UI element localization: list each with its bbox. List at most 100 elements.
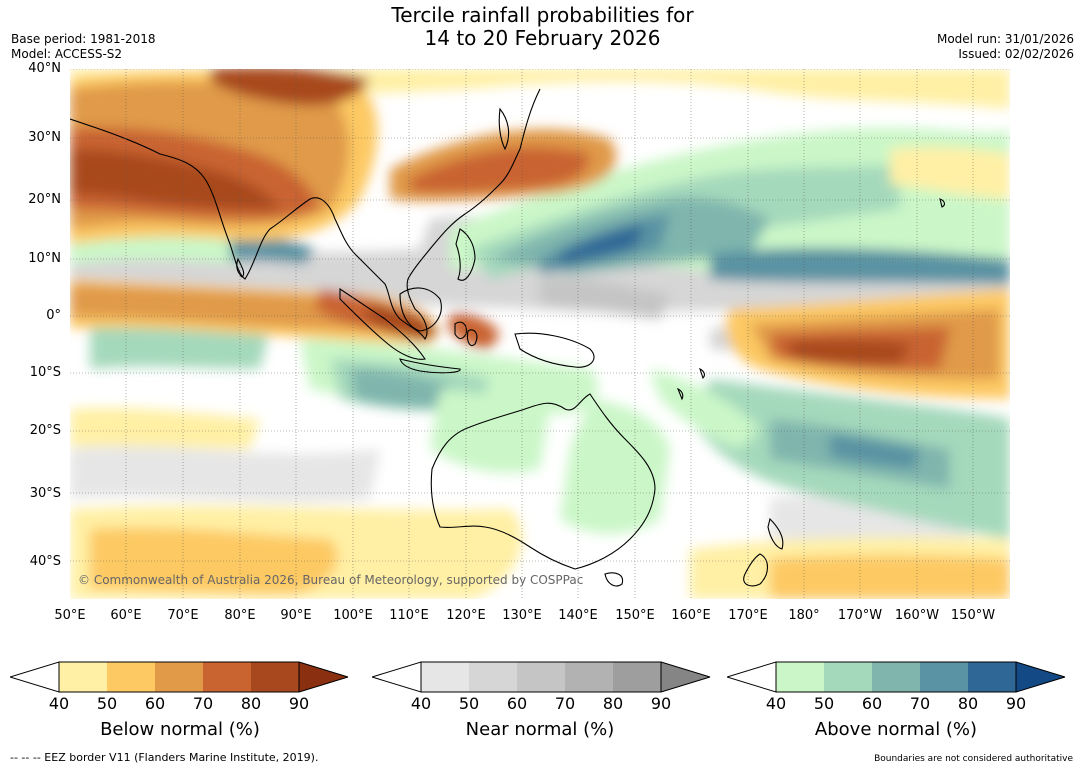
below-arrow-right	[299, 662, 348, 692]
above-swatch-70	[920, 662, 968, 692]
lat-label-30n: 30°N	[28, 130, 61, 145]
near-tick-60: 60	[506, 694, 528, 713]
above-tick-90: 90	[1005, 694, 1027, 713]
near-swatch-60	[517, 662, 565, 692]
near-normal-colorbar	[372, 661, 711, 693]
asia-coastline	[70, 88, 541, 341]
lon-label-160e: 160°E	[671, 608, 711, 623]
above-tick-60: 60	[861, 694, 883, 713]
below-tick-50: 50	[96, 694, 118, 713]
above-tick-50: 50	[813, 694, 835, 713]
model-name: Model: ACCESS-S2	[11, 47, 123, 61]
base-period: Base period: 1981-2018	[11, 32, 156, 46]
near-tick-40: 40	[410, 694, 432, 713]
below-swatch-60	[155, 662, 203, 692]
near-swatch-70	[565, 662, 613, 692]
lon-label-180: 180°	[788, 608, 820, 623]
model-run: Model run: 31/01/2026	[936, 32, 1074, 46]
graticule	[70, 69, 1010, 599]
map-title: Tercile rainfall probabilities for 14 to…	[0, 4, 1085, 50]
lon-label-170e: 170°E	[728, 608, 768, 623]
copyright-notice: © Commonwealth of Australia 2026, Bureau…	[78, 573, 584, 587]
near-swatch-40	[421, 662, 469, 692]
above-normal-colorbar	[727, 661, 1066, 693]
japan-coastline	[498, 107, 510, 151]
sumatra-coastline	[339, 287, 426, 360]
new-guinea-coastline	[514, 332, 595, 368]
above-tick-80: 80	[957, 694, 979, 713]
lon-label-90e: 90°E	[280, 608, 312, 623]
near-swatch-80	[613, 662, 661, 692]
above-tick-40: 40	[765, 694, 787, 713]
below-tick-80: 80	[240, 694, 262, 713]
lat-label-20s: 20°S	[29, 423, 61, 438]
australia-coastline	[430, 393, 656, 570]
below-tick-70: 70	[192, 694, 214, 713]
sri-lanka-coastline	[236, 257, 245, 278]
above-normal-title: Above normal (%)	[814, 719, 978, 740]
lon-label-70e: 70°E	[167, 608, 199, 623]
java-coastline	[399, 358, 461, 374]
lat-label-40n: 40°N	[28, 61, 61, 76]
lat-label-10s: 10°S	[29, 365, 61, 380]
new-zealand-coastline	[743, 517, 784, 587]
near-tick-70: 70	[554, 694, 576, 713]
lon-label-160w: 160°W	[894, 608, 940, 623]
below-tick-40: 40	[48, 694, 70, 713]
lon-label-150e: 150°E	[615, 608, 655, 623]
philippines-coastline	[455, 228, 476, 281]
issued-date: Issued: 02/02/2026	[958, 47, 1074, 61]
lon-label-100e: 100°E	[333, 608, 373, 623]
map-svg	[70, 69, 1010, 599]
above-arrow-left	[727, 661, 777, 693]
meta-left: Base period: 1981-2018 Model: ACCESS-S2	[11, 32, 156, 62]
borneo-coastline	[399, 287, 442, 332]
lon-label-50e: 50°E	[54, 608, 86, 623]
lon-label-120e: 120°E	[446, 608, 486, 623]
below-swatch-50	[107, 662, 155, 692]
near-tick-80: 80	[602, 694, 624, 713]
below-swatch-80	[251, 662, 299, 692]
near-arrow-left	[372, 661, 422, 693]
above-tick-70: 70	[909, 694, 931, 713]
eez-legend: -- -- -- EEZ border V11 (Flanders Marine…	[10, 751, 319, 764]
pacific-islands-coastline	[676, 198, 945, 401]
lat-label-eq: 0°	[46, 308, 61, 323]
near-swatch-50	[469, 662, 517, 692]
near-arrow-right	[661, 662, 710, 692]
below-tick-90: 90	[288, 694, 310, 713]
tasmania-coastline	[604, 572, 624, 587]
above-arrow-right	[1016, 662, 1065, 692]
boundaries-disclaimer: Boundaries are not considered authoritat…	[874, 754, 1073, 764]
near-tick-90: 90	[650, 694, 672, 713]
lon-label-170w: 170°W	[837, 608, 883, 623]
above-swatch-80	[968, 662, 1016, 692]
below-swatch-40	[59, 662, 107, 692]
sulawesi-coastline	[454, 321, 478, 347]
below-arrow-left	[10, 661, 60, 693]
lat-label-40s: 40°S	[29, 554, 61, 569]
lat-label-30s: 30°S	[29, 486, 61, 501]
rainfall-probability-map	[70, 69, 1010, 599]
meta-right: Model run: 31/01/2026 Issued: 02/02/2026	[937, 32, 1074, 62]
probability-field	[70, 69, 1010, 599]
below-normal-title: Below normal (%)	[100, 719, 260, 740]
above-swatch-50	[824, 662, 872, 692]
below-swatch-70	[203, 662, 251, 692]
lon-label-110e: 110°E	[389, 608, 429, 623]
above-swatch-40	[776, 662, 824, 692]
lon-label-60e: 60°E	[110, 608, 142, 623]
below-normal-colorbar	[10, 661, 349, 693]
above-swatch-60	[872, 662, 920, 692]
lat-label-10n: 10°N	[28, 251, 61, 266]
lon-label-140e: 140°E	[558, 608, 598, 623]
title-line-2: 14 to 20 February 2026	[424, 26, 661, 50]
lon-label-130e: 130°E	[502, 608, 542, 623]
lon-label-80e: 80°E	[224, 608, 256, 623]
near-normal-title: Near normal (%)	[465, 719, 615, 740]
coastlines	[70, 88, 945, 587]
lat-label-20n: 20°N	[28, 192, 61, 207]
title-line-1: Tercile rainfall probabilities for	[391, 3, 694, 27]
lon-label-150w: 150°W	[950, 608, 996, 623]
near-tick-50: 50	[458, 694, 480, 713]
